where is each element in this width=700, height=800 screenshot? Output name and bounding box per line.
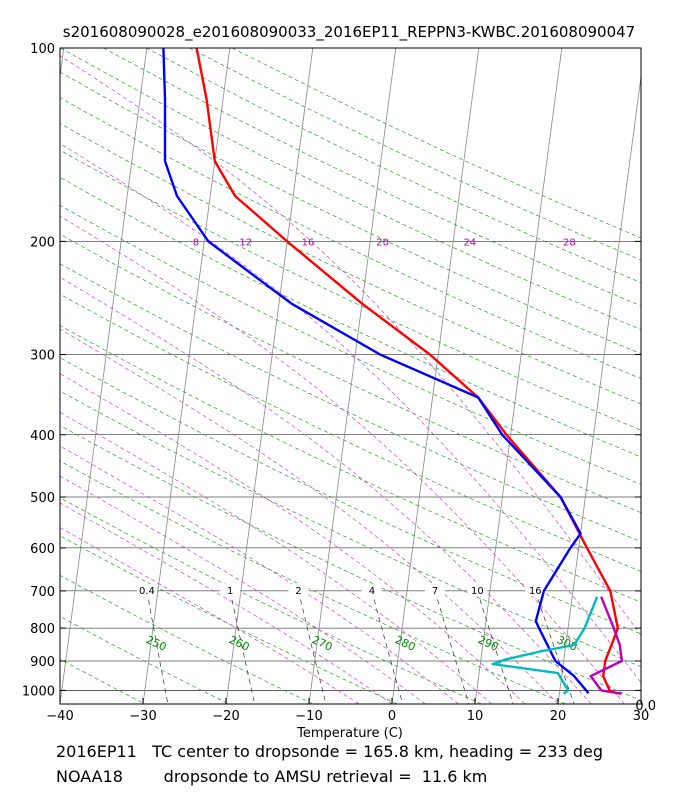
y-tick-label: 600 — [30, 542, 55, 557]
temperature-profile — [195, 48, 619, 695]
y-tick-label: 400 — [30, 429, 55, 444]
dry-adiabat-340 — [60, 293, 641, 572]
isotherm--40 — [60, 48, 148, 704]
isotherm-30 — [640, 700, 641, 704]
isotherm--20 — [225, 48, 314, 704]
isotherm-20 — [557, 73, 641, 704]
mixing-ratio-line-4 — [371, 590, 404, 704]
dropsonde-dewpoint-profile — [491, 596, 599, 695]
dry-adiabat-280 — [60, 497, 482, 704]
mixing-ratio-line-1 — [229, 590, 256, 704]
isotherm-10 — [474, 48, 563, 704]
mixing-ratio-label-bg — [425, 583, 446, 596]
mixing-ratio-label: 0.4 — [139, 586, 155, 597]
plot-frame — [59, 47, 642, 705]
mixing-ratio-line-2 — [298, 590, 327, 704]
moist-adiabat-8 — [60, 445, 459, 704]
mixing-ratio-label-bg — [361, 583, 382, 596]
y-tick-label: 300 — [30, 348, 55, 363]
dry-adiabat-250 — [60, 616, 230, 704]
y-tick-label: 900 — [30, 655, 55, 670]
moist-adiabat-12 — [60, 411, 492, 704]
x-tick-label: 20 — [550, 709, 567, 724]
moist-adiabat-36 — [60, 55, 641, 637]
x-tick-label: −40 — [46, 709, 73, 724]
y-tick-label: 500 — [30, 491, 55, 506]
x-tick-label: 30 — [633, 709, 650, 724]
dry-adiabat-380 — [60, 176, 641, 458]
mixing-ratio-label: 2 — [295, 586, 301, 597]
dry-adiabat-320 — [60, 357, 641, 635]
mixing-ratio-label: 7 — [432, 586, 438, 597]
mixing-ratio-label: 1 — [227, 586, 233, 597]
dry-adiabat-270 — [60, 535, 398, 704]
mixing-ratio-label-bg — [288, 583, 309, 596]
mixing-ratio-line-16 — [534, 590, 575, 704]
theta-e-label: 20 — [376, 237, 389, 248]
chart-title: s201608090028_e201608090033_2016EP11_REP… — [63, 23, 635, 42]
y-tick-label: 700 — [30, 585, 55, 600]
y-tick-label: 100 — [30, 42, 55, 57]
mixing-ratio-label: 16 — [529, 586, 542, 597]
moist-adiabat--4 — [60, 527, 359, 704]
x-axis-label: Temperature (C) — [296, 726, 403, 741]
dry-adiabat-420 — [60, 71, 641, 355]
y-tick-label: 200 — [30, 235, 55, 250]
mixing-ratio-label-bg — [525, 583, 546, 596]
moist-adiabat-24 — [60, 276, 592, 704]
corner-label: 0.0 — [635, 699, 656, 714]
isotherm-0 — [391, 48, 480, 704]
theta-e-label: 16 — [302, 237, 315, 248]
x-tick-label: 10 — [467, 709, 484, 724]
y-tick-label: 800 — [30, 622, 55, 637]
theta-e-label: 12 — [239, 237, 252, 248]
mixing-ratio-line-7 — [434, 590, 470, 704]
isotherm--50 — [60, 48, 65, 80]
isotherm--10 — [308, 48, 397, 704]
mixing-ratio-label-bg — [467, 583, 488, 596]
footer-line-1: 2016EP11 TC center to dropsonde = 165.8 … — [56, 742, 603, 761]
moist-adiabat-28 — [60, 215, 625, 704]
dry-adiabat-360 — [60, 233, 641, 514]
x-tick-label: 0 — [388, 709, 396, 724]
dry-adiabat-290 — [60, 460, 566, 704]
x-tick-label: −20 — [212, 709, 239, 724]
theta-e-label: 32 — [667, 237, 680, 248]
y-tick-label: 1000 — [22, 684, 55, 699]
x-tick-label: −10 — [295, 709, 322, 724]
dewpoint-profile — [162, 48, 590, 694]
theta-e-label: 24 — [463, 237, 476, 248]
mixing-ratio-label-bg — [220, 583, 241, 596]
theta-e-label: 28 — [563, 237, 576, 248]
moist-adiabat-4 — [60, 475, 426, 704]
dry-adiabat-230 — [60, 703, 61, 704]
mixing-ratio-line-0.4 — [146, 590, 169, 704]
dropsonde-temperature-profile — [589, 596, 623, 695]
mixing-ratio-label: 10 — [471, 586, 484, 597]
mixing-ratio-label-bg — [136, 583, 157, 596]
x-tick-label: −30 — [129, 709, 156, 724]
footer-line-2: NOAA18 dropsonde to AMSU retrieval = 11.… — [56, 767, 487, 786]
theta-e-label: 8 — [193, 237, 199, 248]
mixing-ratio-label: 4 — [369, 586, 375, 597]
mixing-ratio-line-10 — [476, 590, 514, 704]
